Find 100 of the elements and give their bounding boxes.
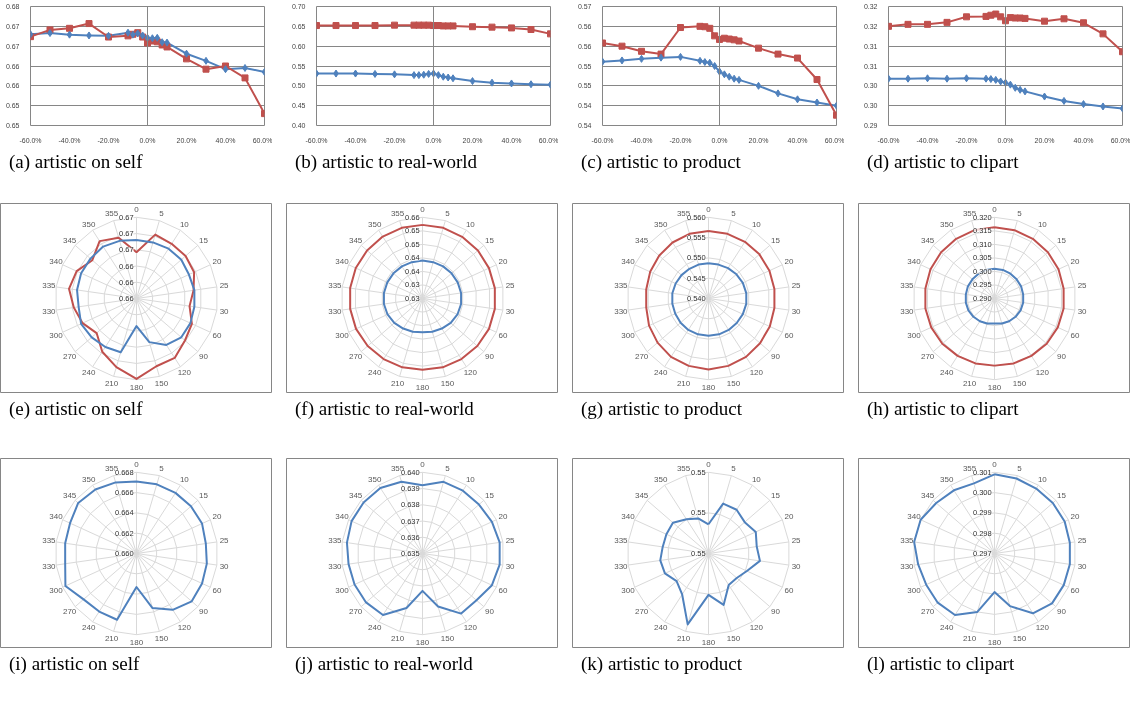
spoke-label: 10	[751, 474, 762, 484]
spoke-label: 120	[177, 623, 192, 633]
spoke-label: 350	[367, 474, 382, 484]
spoke-label: 5	[731, 209, 737, 219]
spoke-label: 330	[614, 306, 629, 316]
spoke-label: 150	[726, 378, 741, 388]
spoke-label: 0	[992, 460, 998, 470]
spoke-label: 25	[1077, 536, 1088, 546]
spoke-label: 150	[154, 378, 169, 388]
spoke-label: 90	[198, 351, 209, 361]
spoke-label: 5	[445, 464, 451, 474]
spoke-label: 90	[1056, 606, 1067, 616]
spoke-label: 20	[212, 257, 223, 267]
spoke-label: 335	[900, 281, 915, 291]
spoke-label: 90	[1056, 351, 1067, 361]
spoke-label: 5	[731, 464, 737, 474]
spoke-label: 335	[900, 536, 915, 546]
spoke-label: 270	[634, 606, 649, 616]
spoke-label: 340	[907, 257, 922, 267]
spoke-label: 20	[212, 512, 223, 522]
spoke-label: 300	[335, 330, 350, 340]
text: (h) artistic to clipart	[867, 397, 1019, 421]
spoke-label: 350	[653, 219, 668, 229]
spoke-label: 270	[348, 606, 363, 616]
spoke-label: 10	[751, 219, 762, 229]
spoke-label: 90	[484, 351, 495, 361]
spoke-label: 345	[920, 491, 935, 501]
spoke-label: 300	[907, 330, 922, 340]
spoke-label: 335	[42, 281, 57, 291]
spoke-label: 150	[1012, 378, 1027, 388]
spoke-label: 20	[1070, 257, 1081, 267]
spoke-label: 240	[939, 623, 954, 633]
spoke-label: 30	[505, 561, 516, 571]
spoke-label: 10	[465, 219, 476, 229]
spoke-label: 345	[920, 236, 935, 246]
spoke-label: 25	[505, 536, 516, 546]
spoke-label: 330	[900, 306, 915, 316]
spoke-label: 30	[219, 561, 230, 571]
spoke-label: 300	[335, 585, 350, 595]
spoke-label: 180	[987, 382, 1002, 392]
spoke-label: 270	[634, 351, 649, 361]
spoke-label: 120	[463, 368, 478, 378]
spoke-label: 300	[907, 585, 922, 595]
spoke-label: 120	[177, 368, 192, 378]
text: (d) artistic to clipart	[867, 150, 1019, 174]
spoke-label: 340	[49, 512, 64, 522]
spoke-label: 335	[328, 281, 343, 291]
spoke-label: 25	[219, 281, 230, 291]
spoke-label: 60	[784, 585, 795, 595]
spoke-label: 335	[42, 536, 57, 546]
spoke-label: 345	[634, 236, 649, 246]
spoke-label: 60	[1070, 585, 1081, 595]
spoke-label: 60	[1070, 330, 1081, 340]
spoke-label: 15	[198, 491, 209, 501]
spoke-label: 300	[49, 585, 64, 595]
spoke-label: 25	[791, 536, 802, 546]
spoke-label: 180	[415, 637, 430, 647]
spoke-label: 300	[621, 585, 636, 595]
spoke-label: 240	[367, 623, 382, 633]
spoke-label: 5	[1017, 464, 1023, 474]
spoke-label: 210	[390, 633, 405, 643]
spoke-label: 10	[179, 219, 190, 229]
spoke-label: 150	[440, 633, 455, 643]
spoke-label: 150	[440, 378, 455, 388]
spoke-label: 20	[784, 512, 795, 522]
spoke-label: 90	[770, 351, 781, 361]
spoke-label: 345	[348, 491, 363, 501]
spoke-label: 180	[415, 382, 430, 392]
spoke-label: 270	[62, 351, 77, 361]
spoke-label: 335	[614, 281, 629, 291]
spoke-label: 120	[1035, 623, 1050, 633]
text: (j) artistic to real-world	[295, 652, 473, 676]
spoke-label: 60	[784, 330, 795, 340]
spoke-label: 10	[1037, 474, 1048, 484]
spoke-label: 20	[784, 257, 795, 267]
spoke-label: 210	[104, 633, 119, 643]
spoke-label: 180	[129, 382, 144, 392]
spoke-label: 350	[939, 219, 954, 229]
text: (c) artistic to product	[581, 150, 741, 174]
spoke-label: 340	[335, 257, 350, 267]
spoke-label: 210	[962, 633, 977, 643]
spoke-label: 60	[498, 585, 509, 595]
spoke-label: 240	[367, 368, 382, 378]
spoke-label: 355	[390, 209, 405, 219]
spoke-label: 5	[159, 464, 165, 474]
spoke-label: 30	[505, 306, 516, 316]
spoke-label: 355	[104, 209, 119, 219]
spoke-label: 210	[676, 633, 691, 643]
spoke-label: 340	[621, 257, 636, 267]
spoke-label: 180	[701, 382, 716, 392]
spoke-label: 335	[614, 536, 629, 546]
spoke-label: 0	[134, 460, 140, 470]
spoke-label: 240	[81, 368, 96, 378]
spoke-label: 350	[367, 219, 382, 229]
spoke-label: 5	[159, 209, 165, 219]
text: (g) artistic to product	[581, 397, 742, 421]
spoke-label: 90	[198, 606, 209, 616]
spoke-label: 330	[42, 561, 57, 571]
spoke-label: 340	[49, 257, 64, 267]
spoke-label: 5	[445, 209, 451, 219]
